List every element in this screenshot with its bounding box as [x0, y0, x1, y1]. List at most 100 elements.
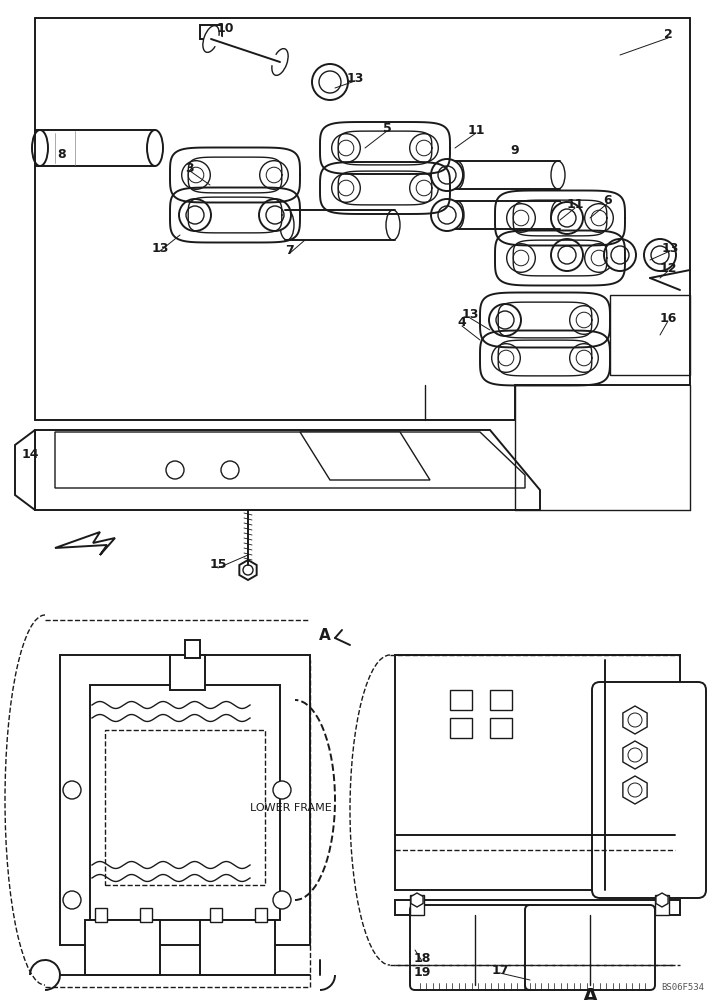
Text: A: A: [582, 986, 598, 1000]
Bar: [200, 920, 275, 975]
Circle shape: [63, 781, 81, 799]
Ellipse shape: [312, 64, 348, 100]
Ellipse shape: [558, 246, 576, 264]
Polygon shape: [35, 430, 540, 510]
Polygon shape: [55, 532, 115, 555]
Text: 14: 14: [21, 448, 39, 462]
Bar: [610, 295, 690, 375]
Circle shape: [628, 783, 642, 797]
Circle shape: [182, 161, 211, 189]
Ellipse shape: [558, 209, 576, 227]
Text: 12: 12: [659, 261, 677, 274]
Text: 13: 13: [151, 241, 169, 254]
Circle shape: [63, 891, 81, 909]
Bar: [490, 718, 512, 738]
Bar: [200, 25, 222, 39]
Circle shape: [591, 210, 606, 226]
Ellipse shape: [319, 71, 341, 93]
Bar: [95, 908, 107, 922]
Circle shape: [507, 204, 536, 232]
Text: BS06F534: BS06F534: [661, 983, 704, 992]
Circle shape: [576, 312, 592, 328]
Circle shape: [221, 461, 239, 479]
Circle shape: [498, 312, 514, 328]
Text: 19: 19: [413, 966, 431, 978]
Text: 6: 6: [604, 194, 612, 207]
Text: 5: 5: [382, 121, 392, 134]
Bar: [140, 908, 152, 922]
Ellipse shape: [186, 206, 204, 224]
Bar: [170, 655, 205, 690]
Polygon shape: [623, 741, 647, 769]
Ellipse shape: [450, 161, 464, 189]
Ellipse shape: [551, 239, 583, 271]
Ellipse shape: [604, 239, 636, 271]
FancyBboxPatch shape: [525, 905, 655, 990]
Ellipse shape: [438, 166, 456, 184]
Ellipse shape: [266, 206, 284, 224]
FancyBboxPatch shape: [592, 682, 706, 898]
Text: 11: 11: [566, 198, 584, 212]
Ellipse shape: [386, 210, 400, 240]
Text: 4: 4: [458, 316, 466, 330]
Text: LOWER FRAME: LOWER FRAME: [250, 803, 332, 813]
Ellipse shape: [179, 199, 211, 231]
Circle shape: [513, 210, 529, 226]
Polygon shape: [623, 706, 647, 734]
Circle shape: [266, 167, 282, 183]
Ellipse shape: [431, 199, 463, 231]
Text: 3: 3: [185, 161, 194, 174]
Bar: [90, 685, 280, 920]
Polygon shape: [652, 321, 676, 349]
Text: 7: 7: [286, 243, 294, 256]
Text: 13: 13: [461, 308, 479, 322]
Bar: [655, 895, 669, 915]
Circle shape: [507, 244, 536, 272]
Polygon shape: [623, 776, 647, 804]
Circle shape: [498, 350, 514, 366]
Ellipse shape: [551, 201, 565, 229]
Text: A: A: [319, 628, 331, 643]
Circle shape: [628, 713, 642, 727]
Circle shape: [513, 250, 529, 266]
Bar: [105, 730, 265, 885]
Circle shape: [570, 344, 599, 372]
Bar: [490, 690, 512, 710]
Circle shape: [585, 244, 614, 272]
Text: 13: 13: [662, 241, 679, 254]
Ellipse shape: [259, 199, 291, 231]
Text: 16: 16: [659, 312, 677, 324]
Circle shape: [338, 180, 354, 196]
Circle shape: [591, 250, 606, 266]
Circle shape: [273, 781, 291, 799]
Circle shape: [570, 306, 599, 334]
Bar: [255, 908, 267, 922]
Bar: [85, 920, 160, 975]
Circle shape: [266, 207, 282, 223]
Ellipse shape: [611, 246, 629, 264]
Circle shape: [416, 140, 432, 156]
Circle shape: [188, 207, 204, 223]
Circle shape: [332, 134, 360, 162]
Circle shape: [332, 174, 360, 202]
Circle shape: [492, 344, 521, 372]
Circle shape: [492, 306, 521, 334]
Text: 9: 9: [511, 143, 519, 156]
Ellipse shape: [272, 49, 288, 75]
Ellipse shape: [280, 210, 294, 240]
Text: 13: 13: [347, 72, 364, 85]
Text: 2: 2: [664, 28, 672, 41]
Polygon shape: [656, 893, 668, 907]
FancyBboxPatch shape: [410, 905, 540, 990]
Bar: [450, 718, 472, 738]
Circle shape: [628, 748, 642, 762]
Bar: [210, 908, 222, 922]
Bar: [410, 895, 424, 915]
Ellipse shape: [203, 26, 219, 52]
Ellipse shape: [496, 311, 514, 329]
Ellipse shape: [438, 206, 456, 224]
Circle shape: [273, 891, 291, 909]
Circle shape: [585, 204, 614, 232]
Circle shape: [576, 350, 592, 366]
Text: 15: 15: [209, 558, 227, 572]
